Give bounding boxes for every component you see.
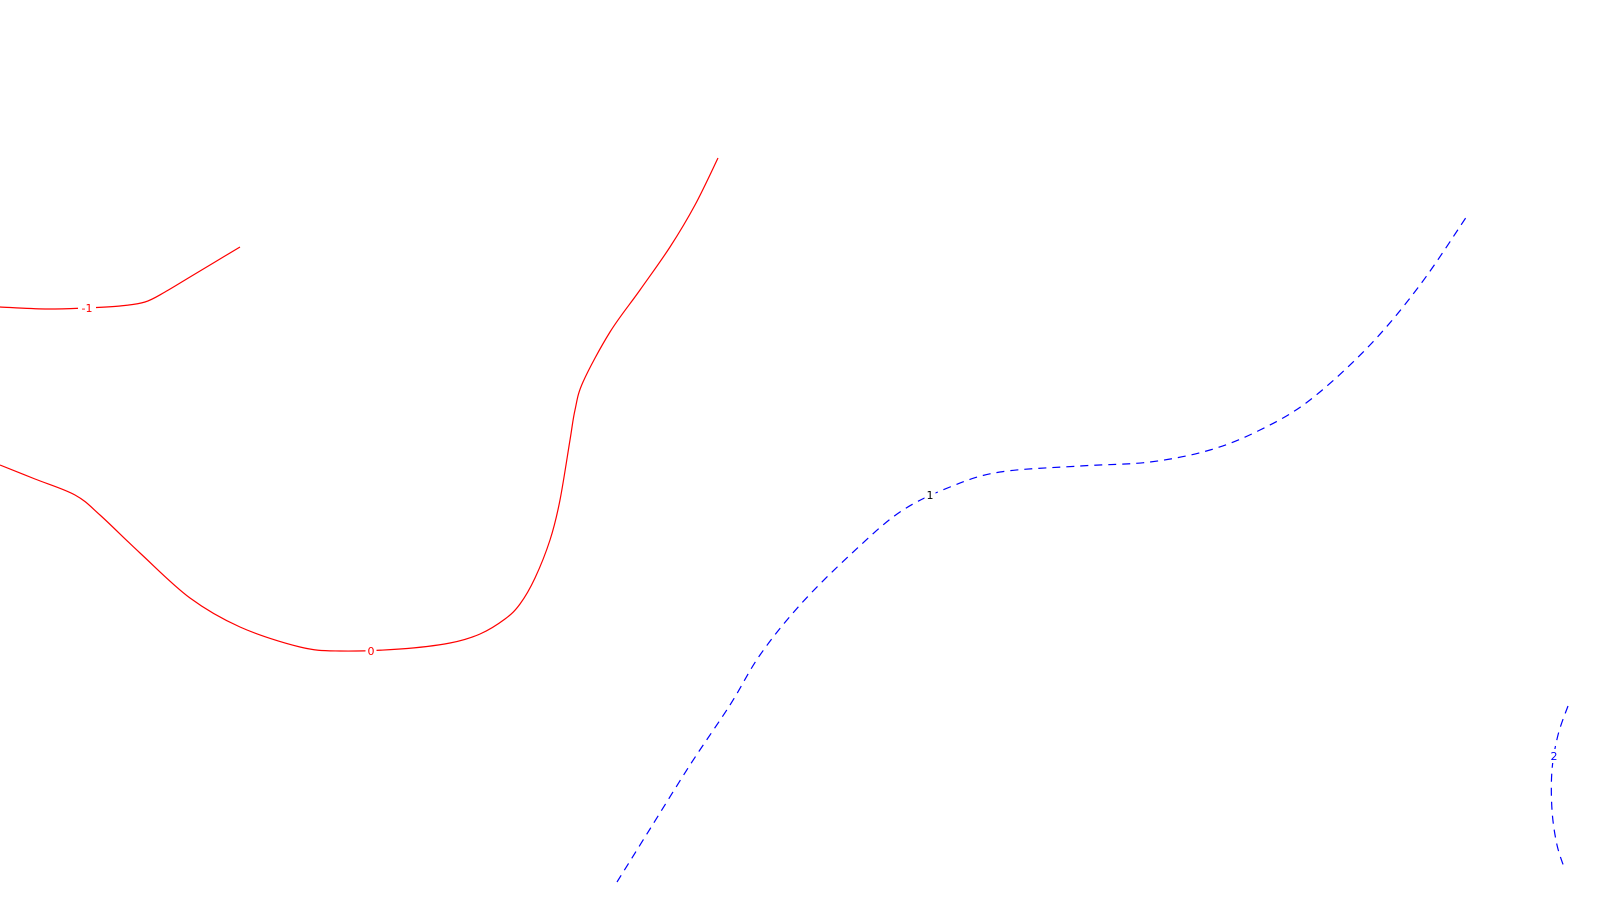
contour-label: 0 — [368, 645, 375, 658]
contour-lines — [0, 157, 1569, 883]
contour-label: 1 — [927, 489, 934, 502]
contour-line-level-0 — [0, 157, 719, 652]
contour-line-level-2 — [1550, 705, 1569, 871]
contour-label-gap — [365, 644, 377, 658]
contour-label-gap — [1548, 749, 1560, 763]
contour-label-gap — [924, 488, 936, 502]
contour-line-level-minus-1 — [0, 246, 241, 310]
contour-line-level-1 — [616, 215, 1468, 883]
contour-label: 2 — [1551, 750, 1558, 763]
contour-labels: -1 0 1 2 — [78, 301, 1560, 763]
contour-label-gap — [78, 301, 96, 315]
contour-label: -1 — [82, 302, 93, 315]
